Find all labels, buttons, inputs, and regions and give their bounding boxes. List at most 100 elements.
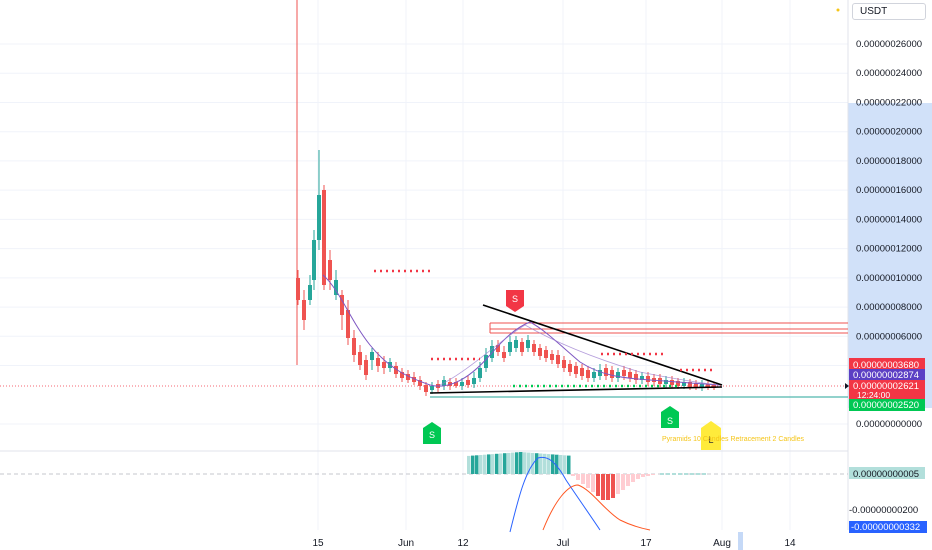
- candle: [574, 362, 578, 378]
- long-marker[interactable]: L: [701, 421, 721, 450]
- price-grid: [0, 0, 848, 530]
- histogram-bar: [616, 474, 620, 494]
- sell-marker-top[interactable]: S: [506, 290, 524, 312]
- candle: [317, 150, 321, 250]
- candle: [580, 364, 584, 380]
- alert-dot: [836, 8, 840, 12]
- histogram-bar: [690, 473, 694, 475]
- candle: [376, 352, 380, 372]
- candle: [514, 336, 518, 352]
- macd-line: [509, 456, 601, 533]
- histogram-bar: [527, 452, 531, 474]
- histogram-bar: [555, 454, 559, 474]
- candle: [302, 290, 306, 330]
- histogram-bar: [586, 474, 590, 488]
- price-tick-label: 0.00000006000: [856, 331, 922, 342]
- candle: [346, 300, 350, 345]
- time-axis[interactable]: 15 Jun 12 Jul 17 Aug 14: [312, 538, 796, 549]
- histogram-bar: [503, 453, 507, 474]
- svg-text:Jun: Jun: [398, 538, 414, 549]
- svg-text:L: L: [708, 435, 713, 445]
- candle: [370, 348, 374, 370]
- candle: [664, 376, 668, 388]
- candle: [640, 372, 644, 384]
- histogram-bar: [626, 474, 630, 486]
- histogram-bar: [475, 455, 479, 474]
- histogram-bar: [606, 474, 610, 500]
- svg-text:14: 14: [784, 538, 796, 549]
- candle: [502, 346, 506, 362]
- candle: [424, 382, 428, 396]
- candle: [496, 340, 500, 356]
- candle: [394, 362, 398, 378]
- candle: [616, 368, 620, 382]
- histogram-bar: [487, 454, 491, 474]
- price-tick-label: 0.00000008000: [856, 302, 922, 313]
- histogram-bar: [702, 473, 706, 475]
- price-tick-label: 0.00000014000: [856, 214, 922, 225]
- buy-marker-right[interactable]: S: [661, 406, 679, 428]
- candle: [308, 275, 312, 305]
- dotted-levels: [374, 269, 715, 388]
- currency-selector[interactable]: USDT: [852, 3, 926, 20]
- histogram-bar: [684, 473, 688, 475]
- svg-text:15: 15: [312, 538, 324, 549]
- svg-text:17: 17: [640, 538, 652, 549]
- candle: [328, 250, 332, 290]
- candle: [334, 270, 338, 300]
- histogram-bar: [563, 455, 567, 474]
- candle: [706, 381, 710, 390]
- candle: [538, 344, 542, 360]
- price-range-highlight: [848, 103, 932, 408]
- candle: [610, 366, 614, 382]
- candle: [460, 378, 464, 390]
- price-tick-label: 0.00000016000: [856, 185, 922, 196]
- histogram-bar: [641, 474, 645, 477]
- candle: [604, 364, 608, 380]
- candle: [418, 376, 422, 390]
- histogram-bar: [495, 453, 499, 474]
- candle: [340, 290, 344, 330]
- histogram-bar: [471, 455, 475, 474]
- price-tick-label: 0.00000010000: [856, 273, 922, 284]
- candles: [296, 150, 716, 396]
- price-tick-label: 0.00000022000: [856, 97, 922, 108]
- svg-text:Jul: Jul: [557, 538, 570, 549]
- signal-line: [542, 484, 651, 531]
- histogram-bar: [543, 453, 547, 474]
- candle: [520, 338, 524, 356]
- svg-text:Aug: Aug: [713, 538, 731, 549]
- histogram-bar: [491, 454, 495, 474]
- candle: [544, 346, 548, 362]
- svg-text:0.00000003680: 0.00000003680: [853, 360, 919, 371]
- histogram-bar: [646, 474, 650, 476]
- price-label-purple: 0.00000002874: [849, 369, 925, 381]
- histogram-bar: [479, 455, 483, 474]
- histogram-bar: [539, 453, 543, 474]
- histogram-bar: [567, 455, 571, 474]
- candle: [400, 368, 404, 382]
- candle: [358, 345, 362, 370]
- histogram-bar: [576, 474, 580, 480]
- svg-text:S: S: [429, 430, 435, 440]
- price-tick-label: 0.00000012000: [856, 244, 922, 255]
- price-label-red-upper: 0.00000003680: [849, 358, 925, 371]
- histogram-bar: [551, 454, 555, 474]
- histogram-bar: [571, 474, 575, 476]
- price-label-green-lower: 0.00000002520: [849, 399, 925, 411]
- histogram-bar: [519, 452, 523, 474]
- candle: [364, 355, 368, 380]
- candle: [312, 230, 316, 290]
- buy-marker-left[interactable]: S: [423, 422, 441, 444]
- candle: [466, 375, 470, 388]
- histogram-bar: [535, 453, 539, 474]
- time-range-highlight: [738, 532, 743, 550]
- histogram-bar: [601, 474, 605, 500]
- histogram-bar: [696, 473, 700, 475]
- candle: [296, 270, 300, 305]
- svg-text:12:24:00: 12:24:00: [857, 390, 890, 400]
- histogram-bar: [515, 452, 519, 474]
- triangle-trendlines: [429, 304, 723, 394]
- price-tick-label: 0.00000000000: [856, 419, 922, 430]
